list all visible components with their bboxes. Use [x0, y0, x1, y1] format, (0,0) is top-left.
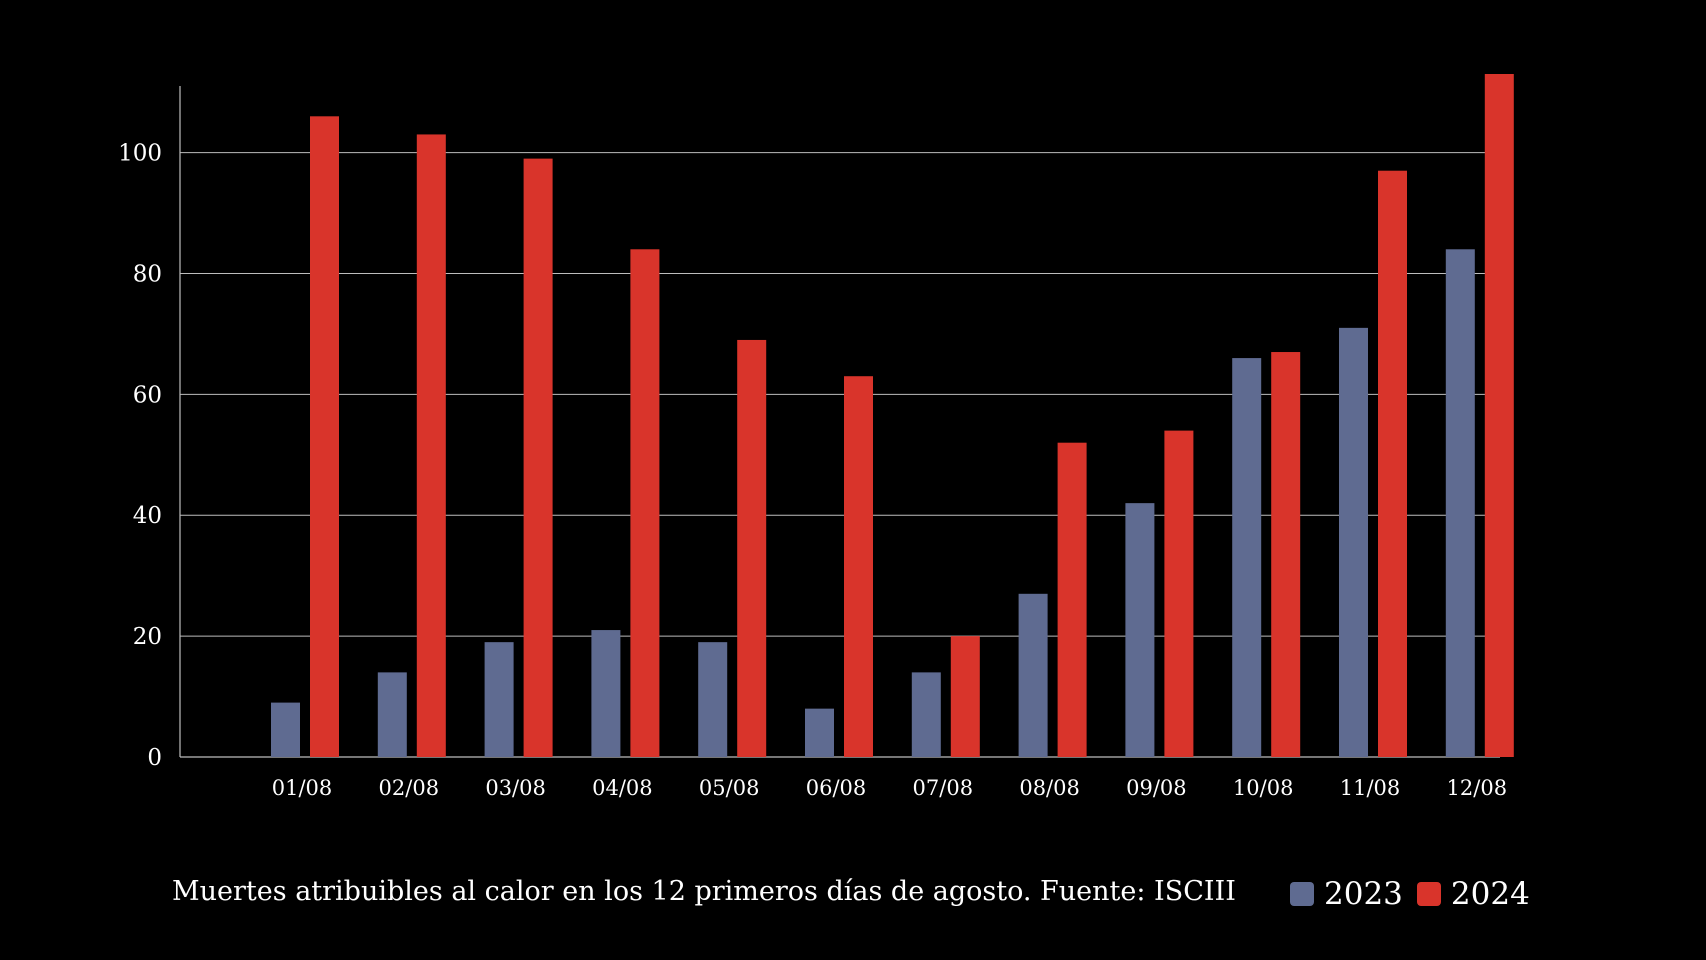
- bar-2024-07/08: [950, 636, 980, 757]
- bar-2023-11/08: [1339, 327, 1368, 757]
- legend-label-2023: 2023: [1324, 876, 1403, 912]
- bar-2023-04/08: [591, 630, 621, 757]
- x-tick-label: 05/08: [699, 776, 760, 800]
- x-tick-label: 01/08: [272, 776, 333, 800]
- bar-2024-02/08: [416, 134, 446, 757]
- legend-swatch-2024: [1416, 882, 1441, 906]
- legend-swatch-2023: [1290, 882, 1314, 906]
- bar-2024-01/08: [310, 116, 339, 757]
- x-tick-label: 12/08: [1447, 776, 1508, 800]
- bar-2024-09/08: [1164, 430, 1194, 757]
- y-tick-label: 80: [133, 261, 162, 287]
- legend-label-2024: 2024: [1450, 876, 1530, 912]
- bar-2024-05/08: [737, 339, 767, 757]
- x-tick-label: 03/08: [485, 776, 546, 800]
- bar-2024-12/08: [1484, 74, 1514, 757]
- y-tick-label: 40: [133, 503, 162, 529]
- x-tick-label: 06/08: [806, 776, 867, 800]
- bar-2023-07/08: [911, 672, 941, 757]
- bar-2023-05/08: [698, 642, 728, 757]
- footer: Muertes atribuibles al calor en los 12 p…: [0, 876, 1706, 920]
- bar-2023-06/08: [805, 708, 834, 757]
- bar-2024-04/08: [630, 249, 660, 757]
- y-axis-ticks: 0 20 40 60 80 100: [118, 141, 162, 771]
- bar-2024-11/08: [1378, 170, 1407, 758]
- x-tick-label: 08/08: [1019, 776, 1080, 800]
- y-tick-label: 100: [118, 141, 162, 167]
- bar-2023-02/08: [377, 672, 407, 757]
- x-tick-label: 09/08: [1126, 776, 1187, 800]
- bars: [271, 74, 1514, 758]
- bar-2024-08/08: [1057, 442, 1087, 757]
- y-tick-label: 60: [133, 382, 162, 408]
- bar-2023-03/08: [484, 642, 514, 757]
- x-tick-label: 10/08: [1233, 776, 1294, 800]
- bar-2024-06/08: [844, 376, 873, 757]
- chart-caption: Muertes atribuibles al calor en los 12 p…: [172, 876, 1236, 907]
- legend: 2023 2024: [1290, 876, 1530, 912]
- bar-2023-12/08: [1445, 249, 1475, 757]
- bar-2023-09/08: [1125, 503, 1155, 757]
- gridlines: [180, 152, 1500, 637]
- x-tick-label: 02/08: [379, 776, 440, 800]
- x-tick-label: 07/08: [913, 776, 974, 800]
- y-tick-label: 0: [147, 745, 162, 771]
- bar-2024-10/08: [1271, 352, 1301, 757]
- x-axis-labels: 01/08 02/08 03/08 04/08 05/08 06/08 07/08 08/08…: [272, 776, 1507, 800]
- bar-2023-10/08: [1232, 358, 1262, 757]
- legend-item-2023: 2023: [1290, 876, 1403, 912]
- axes: [179, 86, 1500, 758]
- bar-2023-08/08: [1018, 593, 1048, 757]
- y-tick-label: 20: [133, 624, 162, 650]
- bar-2023-01/08: [271, 702, 300, 757]
- legend-item-2024: 2024: [1416, 876, 1530, 912]
- x-tick-label: 11/08: [1340, 776, 1401, 800]
- bar-2024-03/08: [523, 158, 553, 757]
- x-tick-label: 04/08: [592, 776, 653, 800]
